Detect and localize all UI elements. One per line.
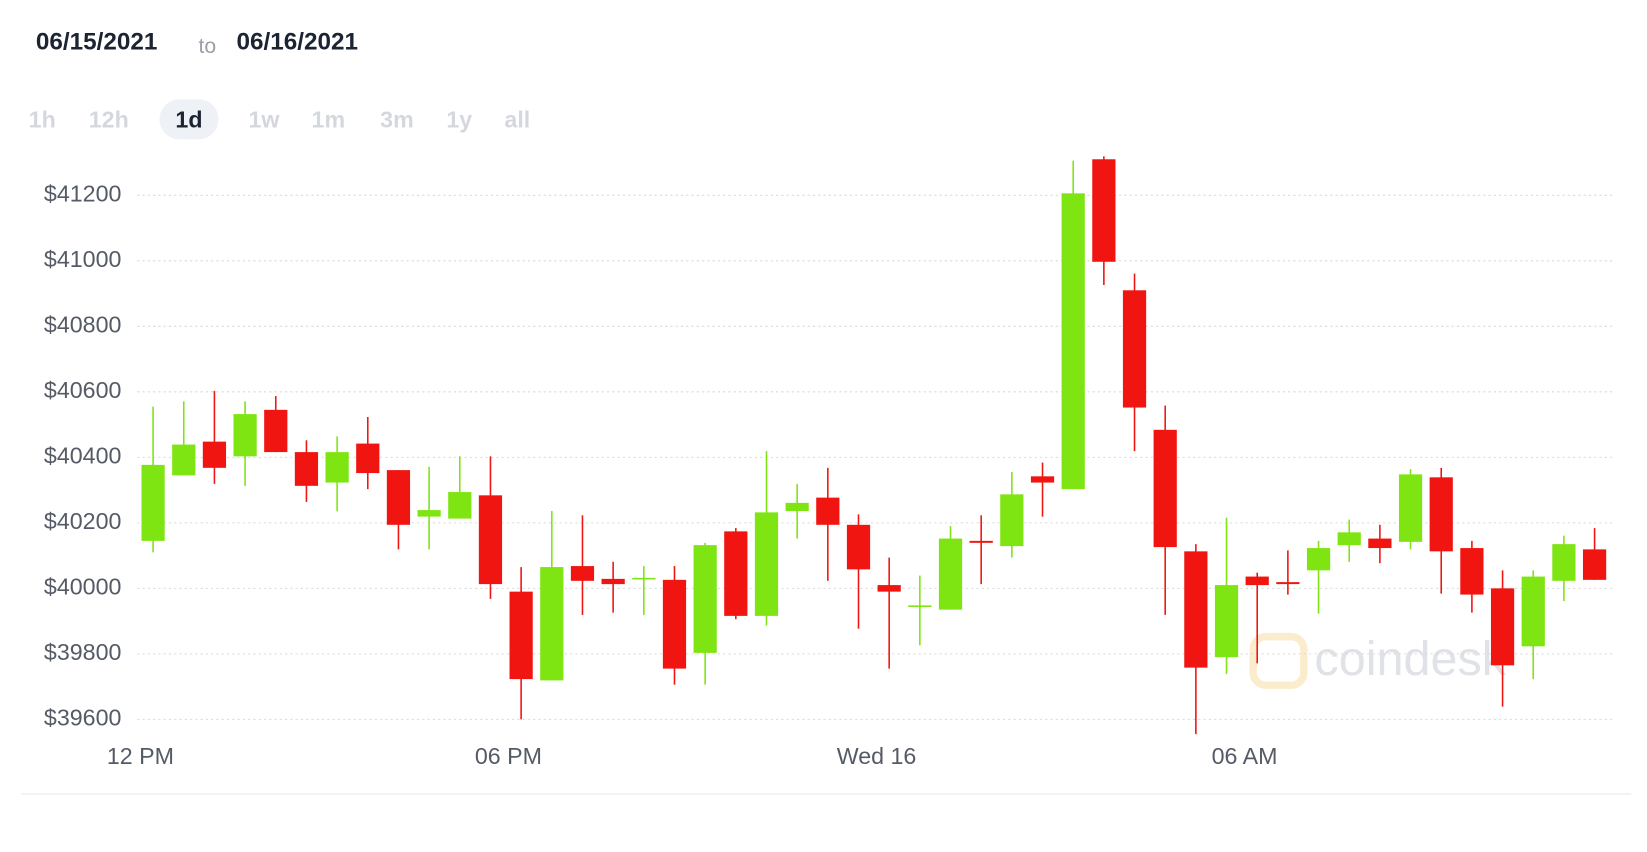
candle-body	[1000, 494, 1024, 547]
candle-body	[1092, 159, 1116, 262]
candle-body	[1184, 551, 1208, 668]
candle-body	[1521, 576, 1545, 647]
candle-body	[478, 495, 503, 585]
candle-body	[1122, 290, 1147, 408]
candle-body	[969, 540, 993, 543]
candle-body	[570, 566, 595, 581]
candle-body	[632, 577, 656, 580]
range-button[interactable]: 3m	[380, 107, 414, 133]
range-button[interactable]: all	[504, 107, 530, 133]
candle-body	[1552, 544, 1576, 581]
candle-body	[1429, 477, 1453, 552]
candle-body	[540, 567, 564, 681]
x-tick-label: 06 AM	[1212, 743, 1278, 769]
range-selected-bg	[159, 99, 219, 140]
y-tick-label: $39600	[44, 705, 121, 731]
candle-body	[233, 414, 257, 457]
candle-body	[1061, 193, 1085, 490]
y-tick-label: $41000	[44, 246, 121, 272]
y-tick-label: $41200	[44, 180, 121, 206]
candle-body	[693, 545, 717, 653]
candle-body	[754, 512, 779, 616]
candle-body	[662, 579, 687, 669]
candle-body	[1030, 476, 1055, 483]
x-tick-label: 06 PM	[475, 743, 542, 769]
candle-body	[356, 443, 380, 474]
candle-body	[141, 464, 165, 541]
candle-body	[877, 585, 901, 592]
range-button[interactable]: 12h	[89, 107, 129, 133]
candle-body	[264, 409, 288, 453]
watermark-text: coindesk	[1314, 632, 1506, 686]
candle-body	[601, 578, 625, 585]
range-button[interactable]: 1h	[29, 107, 56, 133]
candle-body	[509, 591, 533, 680]
candle-body	[1276, 582, 1300, 585]
candle-body	[448, 492, 472, 519]
range-button[interactable]: 1m	[312, 107, 346, 133]
range-button[interactable]: 1y	[446, 107, 472, 133]
candle-body	[172, 444, 196, 476]
range-button[interactable]: 1w	[248, 107, 280, 133]
candle-body	[1337, 532, 1361, 546]
candle-body	[1245, 576, 1269, 586]
candle-body	[1582, 549, 1607, 580]
candle-body	[938, 538, 963, 610]
candle-body	[1368, 538, 1392, 549]
range-selector: 1h 12h 1d 1w 1m 3m 1y all	[29, 99, 530, 140]
candle-body	[386, 470, 411, 525]
y-tick-label: $40200	[44, 508, 121, 534]
candle-body	[1398, 474, 1423, 542]
x-tick-label: 12 PM	[107, 743, 174, 769]
y-tick-label: $40000	[44, 574, 121, 600]
x-tick-label: Wed 16	[837, 743, 917, 769]
candle-body	[1460, 548, 1484, 595]
candle-body	[908, 605, 932, 607]
date-separator: to	[198, 35, 216, 58]
candle-body	[724, 531, 748, 616]
candle-body	[1153, 429, 1177, 548]
y-tick-label: $40800	[44, 311, 121, 337]
candle-body	[816, 497, 840, 525]
range-button[interactable]: 1d	[175, 107, 202, 133]
candle-body	[785, 502, 809, 512]
date-from: 06/15/2021	[36, 29, 157, 56]
y-tick-label: $40600	[44, 377, 121, 403]
watermark-logo	[1249, 632, 1308, 689]
candle-body	[1214, 585, 1239, 658]
date-to: 06/16/2021	[236, 29, 357, 56]
candle-body	[294, 452, 319, 486]
candle-body	[325, 452, 349, 483]
candle-body	[417, 510, 441, 517]
candle-body	[1306, 548, 1331, 571]
y-tick-label: $40400	[44, 442, 121, 468]
candle-body	[202, 441, 227, 468]
watermark: coindesk	[1249, 632, 1507, 689]
candle-body	[846, 524, 871, 570]
candle-body	[1490, 588, 1515, 666]
y-tick-label: $39800	[44, 639, 121, 665]
